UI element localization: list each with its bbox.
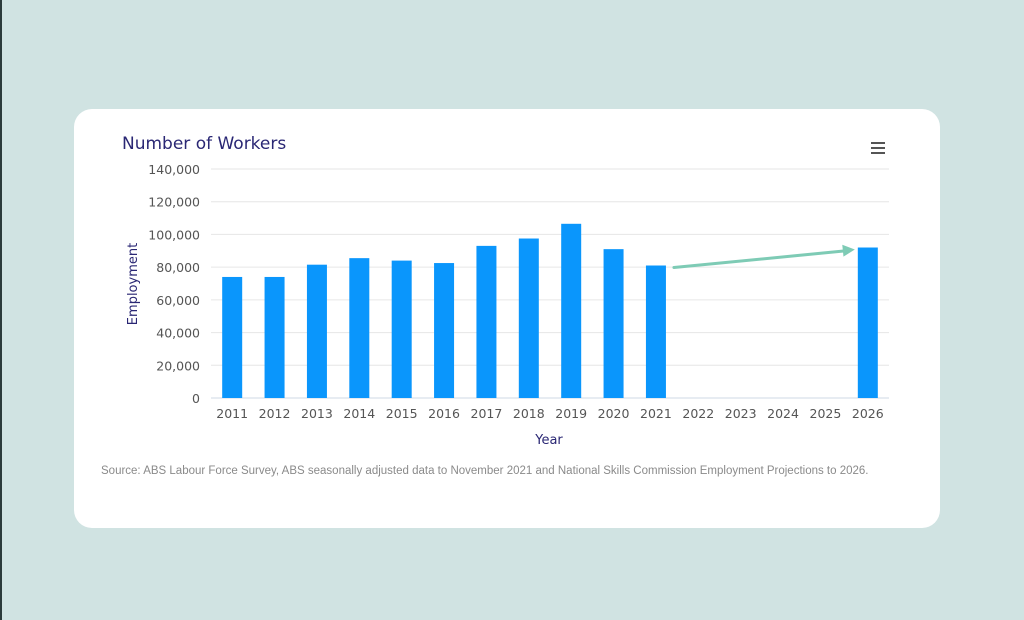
- bar-chart: 0 20,000 40,000 60,000 80,000 100,000 120,000 1…: [126, 162, 889, 448]
- bar: [561, 223, 582, 398]
- bar: [603, 249, 624, 398]
- chart-title: Number of Workers: [122, 134, 287, 154]
- bar: [434, 263, 455, 398]
- x-tick-label: 2012: [259, 406, 291, 421]
- y-tick-label: 20,000: [156, 358, 200, 373]
- x-tick-label: 2015: [386, 406, 418, 421]
- y-tick-label: 0: [192, 391, 200, 406]
- bar: [306, 264, 327, 398]
- bar: [264, 276, 285, 398]
- x-tick-label: 2018: [513, 406, 545, 421]
- bar: [349, 258, 370, 398]
- hamburger-menu-icon[interactable]: [871, 142, 885, 154]
- y-tick-label: 80,000: [156, 260, 200, 275]
- x-tick-label: 2023: [725, 406, 757, 421]
- x-tick-label: 2024: [767, 406, 799, 421]
- x-tick-label: 2025: [810, 406, 842, 421]
- x-tick-label: 2019: [555, 406, 587, 421]
- arrow-shaft: [672, 249, 851, 270]
- y-tick-label: 60,000: [156, 293, 200, 308]
- x-tick-label: 2011: [216, 406, 248, 421]
- x-tick-label: 2021: [640, 406, 672, 421]
- x-tick-label: 2017: [471, 406, 503, 421]
- y-tick-label: 100,000: [148, 227, 200, 242]
- x-axis-ticks: 2011 2012 2013 2014 2015 2016 2017 2018 2019 2020…: [216, 406, 883, 421]
- bar: [518, 238, 539, 398]
- bar: [645, 265, 666, 398]
- window-edge: [0, 0, 2, 620]
- bar: [857, 247, 878, 398]
- y-tick-label: 120,000: [148, 195, 200, 210]
- bars: [222, 223, 878, 398]
- chart-card: Number of Workers 0 20,000 40,000 60,000 80,…: [74, 109, 940, 528]
- bar: [391, 260, 412, 398]
- source-note: Source: ABS Labour Force Survey, ABS sea…: [101, 465, 869, 477]
- y-axis-label: Employment: [126, 243, 141, 325]
- x-tick-label: 2020: [598, 406, 630, 421]
- x-axis-label: Year: [534, 433, 563, 448]
- y-axis-ticks: 0 20,000 40,000 60,000 80,000 100,000 120,000 1…: [148, 162, 200, 406]
- bar: [222, 276, 243, 398]
- x-tick-label: 2026: [852, 406, 884, 421]
- x-tick-label: 2014: [343, 406, 375, 421]
- x-tick-label: 2022: [682, 406, 714, 421]
- y-tick-label: 40,000: [156, 326, 200, 341]
- y-tick-label: 140,000: [148, 162, 200, 177]
- x-tick-label: 2013: [301, 406, 333, 421]
- arrow-head: [842, 244, 855, 257]
- trend-arrow: [672, 244, 855, 270]
- bar: [476, 245, 497, 398]
- x-tick-label: 2016: [428, 406, 460, 421]
